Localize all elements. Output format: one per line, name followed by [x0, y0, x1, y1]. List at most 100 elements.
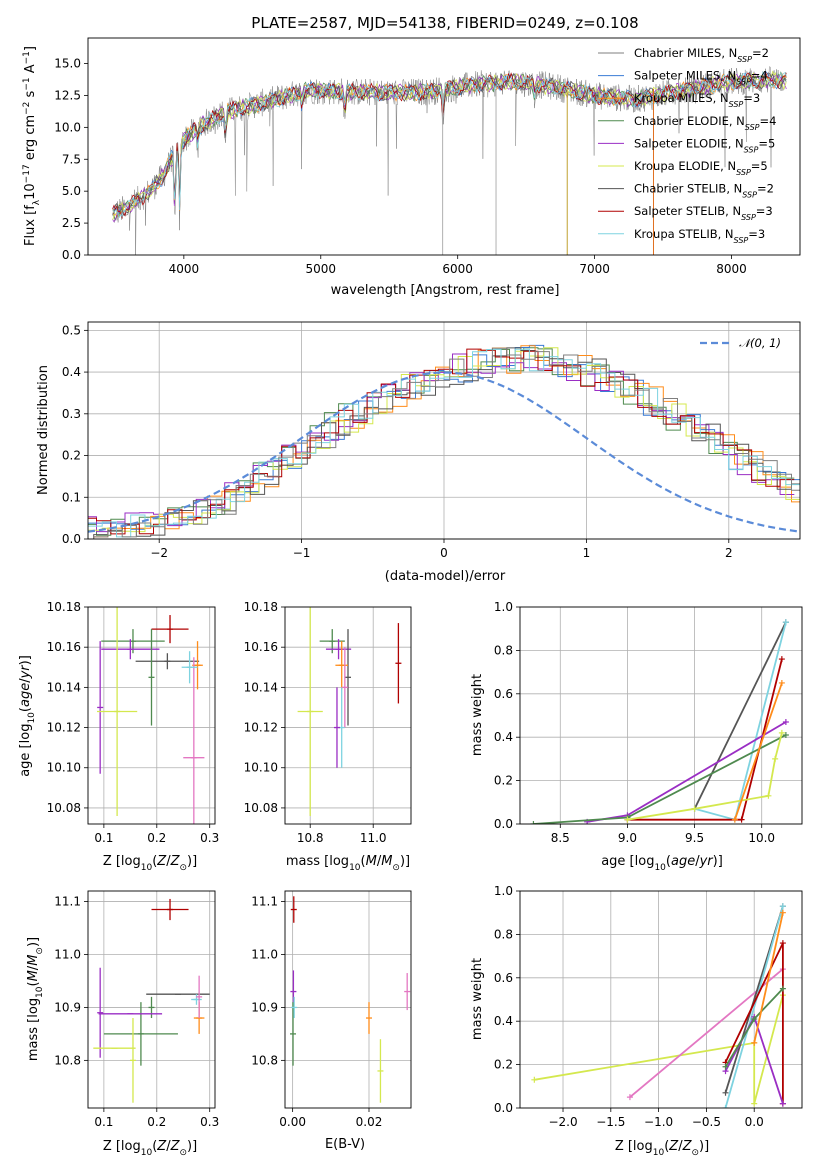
legend-subscript: SSP	[742, 190, 757, 199]
weight-point-marker	[531, 1076, 538, 1083]
weights-vs-z-panel: −2.0 −1.5 −1.0 −0.5 0.0 0.0 0.2 0.4 0.6 0.8 1.0 Z …	[470, 884, 803, 1158]
mass-vs-z-xlabel: Z [log10(Z/Z⊙)]	[103, 1139, 197, 1158]
errorbar-group	[297, 607, 402, 816]
x-tick-label: −1	[293, 546, 311, 560]
y-tick-label: 10.8	[54, 1053, 81, 1067]
legend-label: Chabrier STELIB, NSSP=2	[634, 182, 774, 200]
weight-point-marker	[778, 679, 785, 686]
y-tick-label: 0.2	[494, 1058, 513, 1072]
errorbar-point	[129, 1018, 136, 1103]
legend-label: Chabrier ELODIE, NSSP=4	[634, 114, 776, 132]
histogram-step	[88, 348, 795, 535]
age-vs-z-xlabel: Z [log10(Z/Z⊙)]	[103, 854, 197, 873]
errorbar-point	[151, 898, 189, 921]
x-tick-label: 7000	[579, 262, 610, 276]
y-tick-label: 0.4	[494, 730, 513, 744]
spectrum-ylabel: Flux [fλ10−17 erg cm−2 s−1 A−1]	[22, 46, 42, 246]
residuals-plot-area: −2 −1 0 1 2 0.0 0.1 0.2 0.3 0.4 0.5 𝒩(0, 1)	[62, 321, 801, 560]
spectrum-plot-area: 4000 5000 6000 7000 8000 0.0 2.5 5.0 7.5 10.0 12.5…	[54, 37, 801, 276]
axes-frame	[284, 890, 412, 1109]
y-tick-label: 10.0	[54, 120, 81, 134]
x-tick-label: 9.0	[618, 831, 637, 845]
legend-tail: =3	[743, 91, 760, 105]
errorbar-point	[290, 896, 297, 923]
errorbar-point	[333, 687, 340, 768]
weight-point-marker	[779, 1100, 786, 1107]
weight-series-line	[724, 905, 784, 1108]
weight-point-marker	[779, 903, 786, 910]
weight-point-marker	[779, 985, 786, 992]
axes-frame	[519, 890, 803, 1109]
errorbar-point	[341, 647, 348, 728]
age-vs-z-ylabel: age [log10(age/yr)]	[18, 655, 37, 777]
y-tick-label: 10.08	[244, 801, 278, 815]
weight-point-marker	[626, 1094, 633, 1101]
legend-subscript: SSP	[729, 100, 744, 109]
weight-lines	[531, 903, 786, 1108]
legend-tail: =3	[748, 227, 765, 241]
y-tick-label: 5.0	[62, 184, 81, 198]
axes-frame	[519, 606, 803, 825]
mass-vs-ebv-plot-area: 0.00 0.02 10.8 10.9 11.0 11.1	[251, 890, 412, 1129]
x-tick-label: −2	[150, 546, 168, 560]
legend-subscript: SSP	[736, 77, 751, 86]
weight-point-marker	[778, 656, 785, 663]
y-tick-label: 10.12	[244, 721, 278, 735]
normal-curve	[88, 371, 800, 533]
y-tick-label: 2.5	[62, 216, 81, 230]
mass-vs-ebv-xlabel: E(B-V)	[325, 1137, 365, 1152]
weight-series-line	[753, 912, 784, 1044]
axes-frame	[284, 606, 412, 825]
weight-series-line	[734, 682, 783, 820]
spectrum-model-line	[112, 70, 787, 219]
axes-frame	[87, 606, 216, 825]
axes-frame	[87, 890, 216, 1109]
legend-subscript: SSP	[741, 213, 756, 222]
weight-series-line	[534, 994, 784, 1104]
y-tick-label: 10.18	[47, 600, 81, 614]
legend-subscript: SSP	[734, 235, 749, 244]
spectrum-legend: Chabrier MILES, NSSP=2 Salpeter MILES, NS…	[598, 46, 776, 244]
y-tick-label: 0.2	[494, 774, 513, 788]
errorbar-point	[97, 967, 104, 1058]
spectrum-panel: PLATE=2587, MJD=54138, FIBERID=0249, z=0…	[22, 14, 801, 298]
weight-point-marker	[751, 1039, 758, 1046]
weight-point-marker	[782, 732, 789, 739]
errorbar-point	[135, 653, 200, 670]
weights-vs-z-ylabel: mass weight	[470, 958, 485, 1040]
y-tick-label: 0.1	[62, 490, 81, 504]
x-tick-label: 9.5	[685, 831, 704, 845]
weights-vs-z-plot-area: −2.0 −1.5 −1.0 −0.5 0.0 0.0 0.2 0.4 0.6 0.8 1.0	[494, 884, 803, 1129]
weight-point-marker	[779, 909, 786, 916]
axes-frame	[87, 321, 801, 540]
weight-point-marker	[738, 816, 745, 823]
y-tick-label: 10.9	[251, 1000, 278, 1014]
errorbar-point	[345, 629, 351, 726]
y-tick-label: 0.0	[62, 532, 81, 546]
x-tick-label: −2.0	[548, 1115, 577, 1129]
normal-legend-label: 𝒩(0, 1)	[739, 336, 781, 350]
y-tick-label: 1.0	[494, 884, 513, 898]
age-vs-z-plot-area: 0.1 0.2 0.3 10.08 10.10 10.12 10.14 10.16 10.18	[47, 600, 220, 845]
legend-label: Chabrier MILES, NSSP=2	[634, 46, 769, 64]
y-tick-label: 15.0	[54, 57, 81, 71]
age-vs-mass-panel: 10.8 11.0 10.08 10.10 10.12 10.14 10.16 10.18 m…	[244, 600, 412, 873]
errorbar-point	[297, 607, 323, 816]
weight-point-marker	[779, 940, 786, 947]
errorbar-group	[290, 896, 411, 1103]
legend-label: Kroupa ELODIE, NSSP=5	[634, 159, 768, 177]
weights-vs-z-xlabel: Z [log10(Z/Z⊙)]	[615, 1139, 709, 1158]
y-tick-label: 0.6	[494, 687, 513, 701]
y-tick-label: 7.5	[62, 152, 81, 166]
x-tick-label: −1.5	[596, 1115, 625, 1129]
weight-point-marker	[772, 755, 779, 762]
weight-point-marker	[722, 1089, 729, 1096]
y-tick-label: 10.14	[244, 680, 278, 694]
legend-subscript: SSP	[744, 145, 759, 154]
spectrum-lines	[112, 66, 787, 255]
x-tick-label: 6000	[442, 262, 473, 276]
x-tick-label: 0.3	[200, 831, 219, 845]
errorbar-point	[148, 629, 155, 726]
x-tick-label: 11.0	[360, 831, 387, 845]
